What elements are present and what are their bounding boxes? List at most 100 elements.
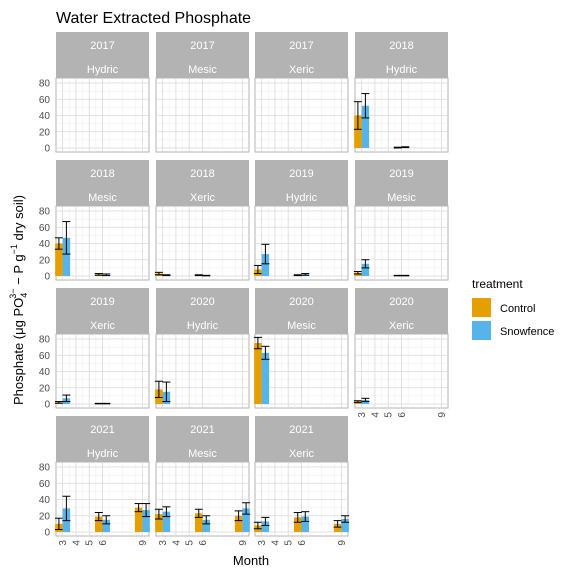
x-tick-label: 9 bbox=[138, 540, 149, 546]
facet-panel: 2020 Mesic bbox=[253, 288, 349, 409]
facet-site-label: Xeric bbox=[190, 192, 216, 204]
bar-control bbox=[195, 513, 203, 532]
bar-control bbox=[55, 243, 63, 276]
x-tick-label: 5 bbox=[185, 540, 196, 546]
bar-snowfence bbox=[62, 237, 71, 276]
facet-strip bbox=[56, 160, 149, 206]
facet-strip bbox=[355, 32, 448, 78]
facet-year-label: 2020 bbox=[190, 296, 214, 308]
bar-snowfence bbox=[361, 263, 370, 276]
bar-snowfence bbox=[361, 105, 370, 148]
facet-site-label: Mesic bbox=[287, 320, 316, 332]
facet-year-label: 2019 bbox=[90, 296, 114, 308]
facet-site-label: Hydric bbox=[386, 64, 418, 76]
facet-site-label: Hydric bbox=[87, 448, 119, 460]
facet-strip bbox=[255, 288, 348, 334]
y-axis-title: Phosphate (μg PO43− − P g−1 dry soil) bbox=[8, 195, 29, 405]
facet-site-label: Hydric bbox=[87, 64, 119, 76]
y-axis-title-sup2: −1 bbox=[9, 244, 19, 254]
facet-site-label: Hydric bbox=[187, 320, 219, 332]
bar-control bbox=[234, 515, 243, 532]
legend: treatment Control Snowfence bbox=[472, 277, 554, 340]
legend-label-snowfence: Snowfence bbox=[500, 326, 554, 338]
y-tick-label: 40 bbox=[39, 495, 51, 506]
facet-panel: 2019 Xeric 0 20 40 60 80 bbox=[39, 288, 150, 411]
legend-swatch-snowfence bbox=[472, 321, 491, 340]
bar-snowfence bbox=[261, 254, 270, 276]
y-tick-label: 40 bbox=[39, 111, 51, 122]
facet-year-label: 2019 bbox=[289, 168, 313, 180]
x-tick-label: 4 bbox=[171, 540, 182, 546]
bar-control bbox=[333, 523, 342, 532]
facet-panel: 2018 Xeric bbox=[154, 160, 250, 281]
facet-panel: 2018 Mesic 0 20 40 60 80 bbox=[39, 160, 150, 283]
y-tick-label: 20 bbox=[39, 255, 51, 266]
bar-snowfence bbox=[261, 521, 270, 532]
x-tick-label: 5 bbox=[85, 540, 96, 546]
legend-label-control: Control bbox=[500, 303, 535, 315]
facet-panels: 2017Hydric0204060802017Mesic2017Xeric201… bbox=[39, 32, 449, 546]
y-tick-label: 40 bbox=[39, 239, 51, 250]
legend-swatch-control bbox=[472, 298, 491, 317]
x-tick-label: 3 bbox=[158, 540, 169, 546]
facet-year-label: 2020 bbox=[389, 296, 413, 308]
y-tick-label: 60 bbox=[39, 223, 51, 234]
facet-year-label: 2017 bbox=[190, 40, 214, 52]
x-tick-label: 6 bbox=[397, 412, 408, 418]
bar-snowfence bbox=[341, 519, 349, 532]
y-tick-label: 80 bbox=[39, 463, 51, 474]
facet-year-label: 2021 bbox=[190, 424, 214, 436]
x-tick-label: 4 bbox=[270, 540, 281, 546]
facet-panel: 2017 Xeric bbox=[254, 32, 349, 153]
y-tick-label: 80 bbox=[39, 79, 51, 90]
x-tick-label: 6 bbox=[297, 540, 308, 546]
x-tick-label: 3 bbox=[357, 412, 368, 418]
x-axis-title: Month bbox=[233, 553, 269, 568]
bar-snowfence bbox=[142, 510, 150, 532]
facet-panel: 2020 Xeric 3 4 5 6 9 bbox=[353, 288, 449, 418]
bar-snowfence bbox=[102, 519, 110, 532]
facet-year-label: 2017 bbox=[289, 40, 313, 52]
facet-site-label: Mesic bbox=[188, 64, 217, 76]
y-tick-label: 60 bbox=[39, 351, 51, 362]
y-tick-label: 0 bbox=[44, 144, 50, 155]
x-tick-label: 3 bbox=[257, 540, 268, 546]
y-tick-label: 60 bbox=[39, 479, 51, 490]
bar-snowfence bbox=[261, 352, 270, 404]
facet-panel: 2017 Mesic bbox=[155, 32, 250, 153]
facet-site-label: Hydric bbox=[286, 192, 318, 204]
facet-year-label: 2018 bbox=[389, 40, 413, 52]
y-tick-label: 80 bbox=[39, 335, 51, 346]
y-axis-title-end: dry soil) bbox=[11, 195, 26, 244]
bar-control bbox=[254, 343, 262, 404]
facet-strip bbox=[56, 288, 149, 334]
x-tick-label: 5 bbox=[384, 412, 395, 418]
facet-strip bbox=[156, 288, 249, 334]
x-tick-label: 5 bbox=[284, 540, 295, 546]
facet-strip bbox=[255, 160, 348, 206]
y-tick-label: 20 bbox=[39, 511, 51, 522]
facet-panel: 2019 Mesic bbox=[353, 160, 449, 281]
facet-strip bbox=[355, 160, 448, 206]
chart-title: Water Extracted Phosphate bbox=[56, 10, 251, 27]
x-tick-label: 9 bbox=[238, 540, 249, 546]
bar-control bbox=[134, 507, 143, 532]
facet-strip bbox=[255, 32, 348, 78]
facet-site-label: Xeric bbox=[389, 320, 415, 332]
facet-site-label: Mesic bbox=[188, 448, 217, 460]
x-tick-label: 4 bbox=[370, 412, 381, 418]
facet-panel: 2018 Hydric bbox=[353, 32, 449, 153]
x-tick-label: 9 bbox=[337, 540, 348, 546]
facet-strip bbox=[56, 32, 149, 78]
y-axis-title-mid: − P g bbox=[11, 254, 26, 288]
bar-snowfence bbox=[162, 511, 171, 532]
facet-year-label: 2021 bbox=[289, 424, 313, 436]
facet-year-label: 2018 bbox=[90, 168, 114, 180]
facet-strip bbox=[156, 416, 249, 462]
facet-panel: 2021 Xeric 3 4 5 6 9 bbox=[253, 416, 350, 546]
facet-year-label: 2021 bbox=[90, 424, 114, 436]
x-tick-label: 6 bbox=[98, 540, 109, 546]
x-tick-label: 6 bbox=[198, 540, 209, 546]
y-axis-title-main: Phosphate (μg PO bbox=[11, 298, 26, 405]
